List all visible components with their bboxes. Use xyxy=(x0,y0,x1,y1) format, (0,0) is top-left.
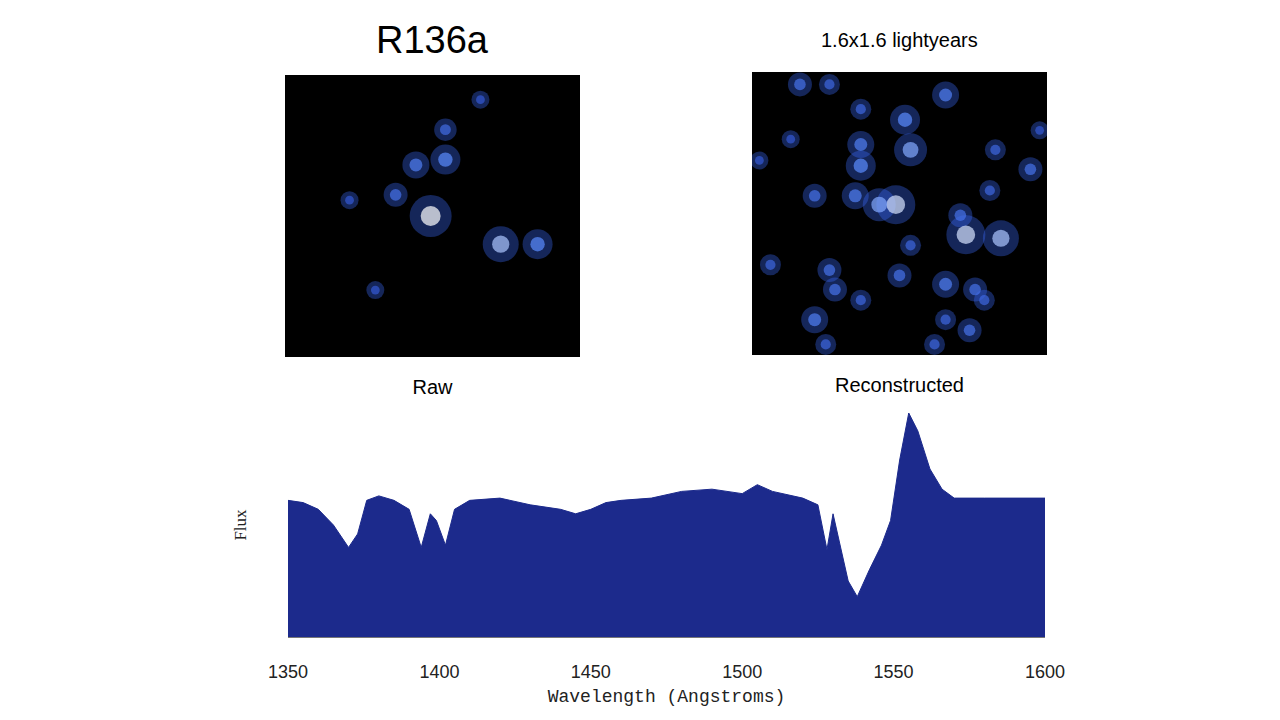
svg-text:1550: 1550 xyxy=(874,662,914,682)
svg-text:1450: 1450 xyxy=(571,662,611,682)
svg-text:Flux: Flux xyxy=(231,509,250,541)
svg-text:Wavelength (Angstroms): Wavelength (Angstroms) xyxy=(548,687,786,707)
svg-text:1350: 1350 xyxy=(268,662,308,682)
svg-text:R136a: R136a xyxy=(376,19,489,61)
svg-text:Raw: Raw xyxy=(412,376,453,398)
svg-text:1400: 1400 xyxy=(419,662,459,682)
svg-text:Reconstructed: Reconstructed xyxy=(835,374,964,396)
svg-text:1500: 1500 xyxy=(722,662,762,682)
svg-text:1600: 1600 xyxy=(1025,662,1065,682)
svg-text:1.6x1.6 lightyears: 1.6x1.6 lightyears xyxy=(821,29,978,51)
